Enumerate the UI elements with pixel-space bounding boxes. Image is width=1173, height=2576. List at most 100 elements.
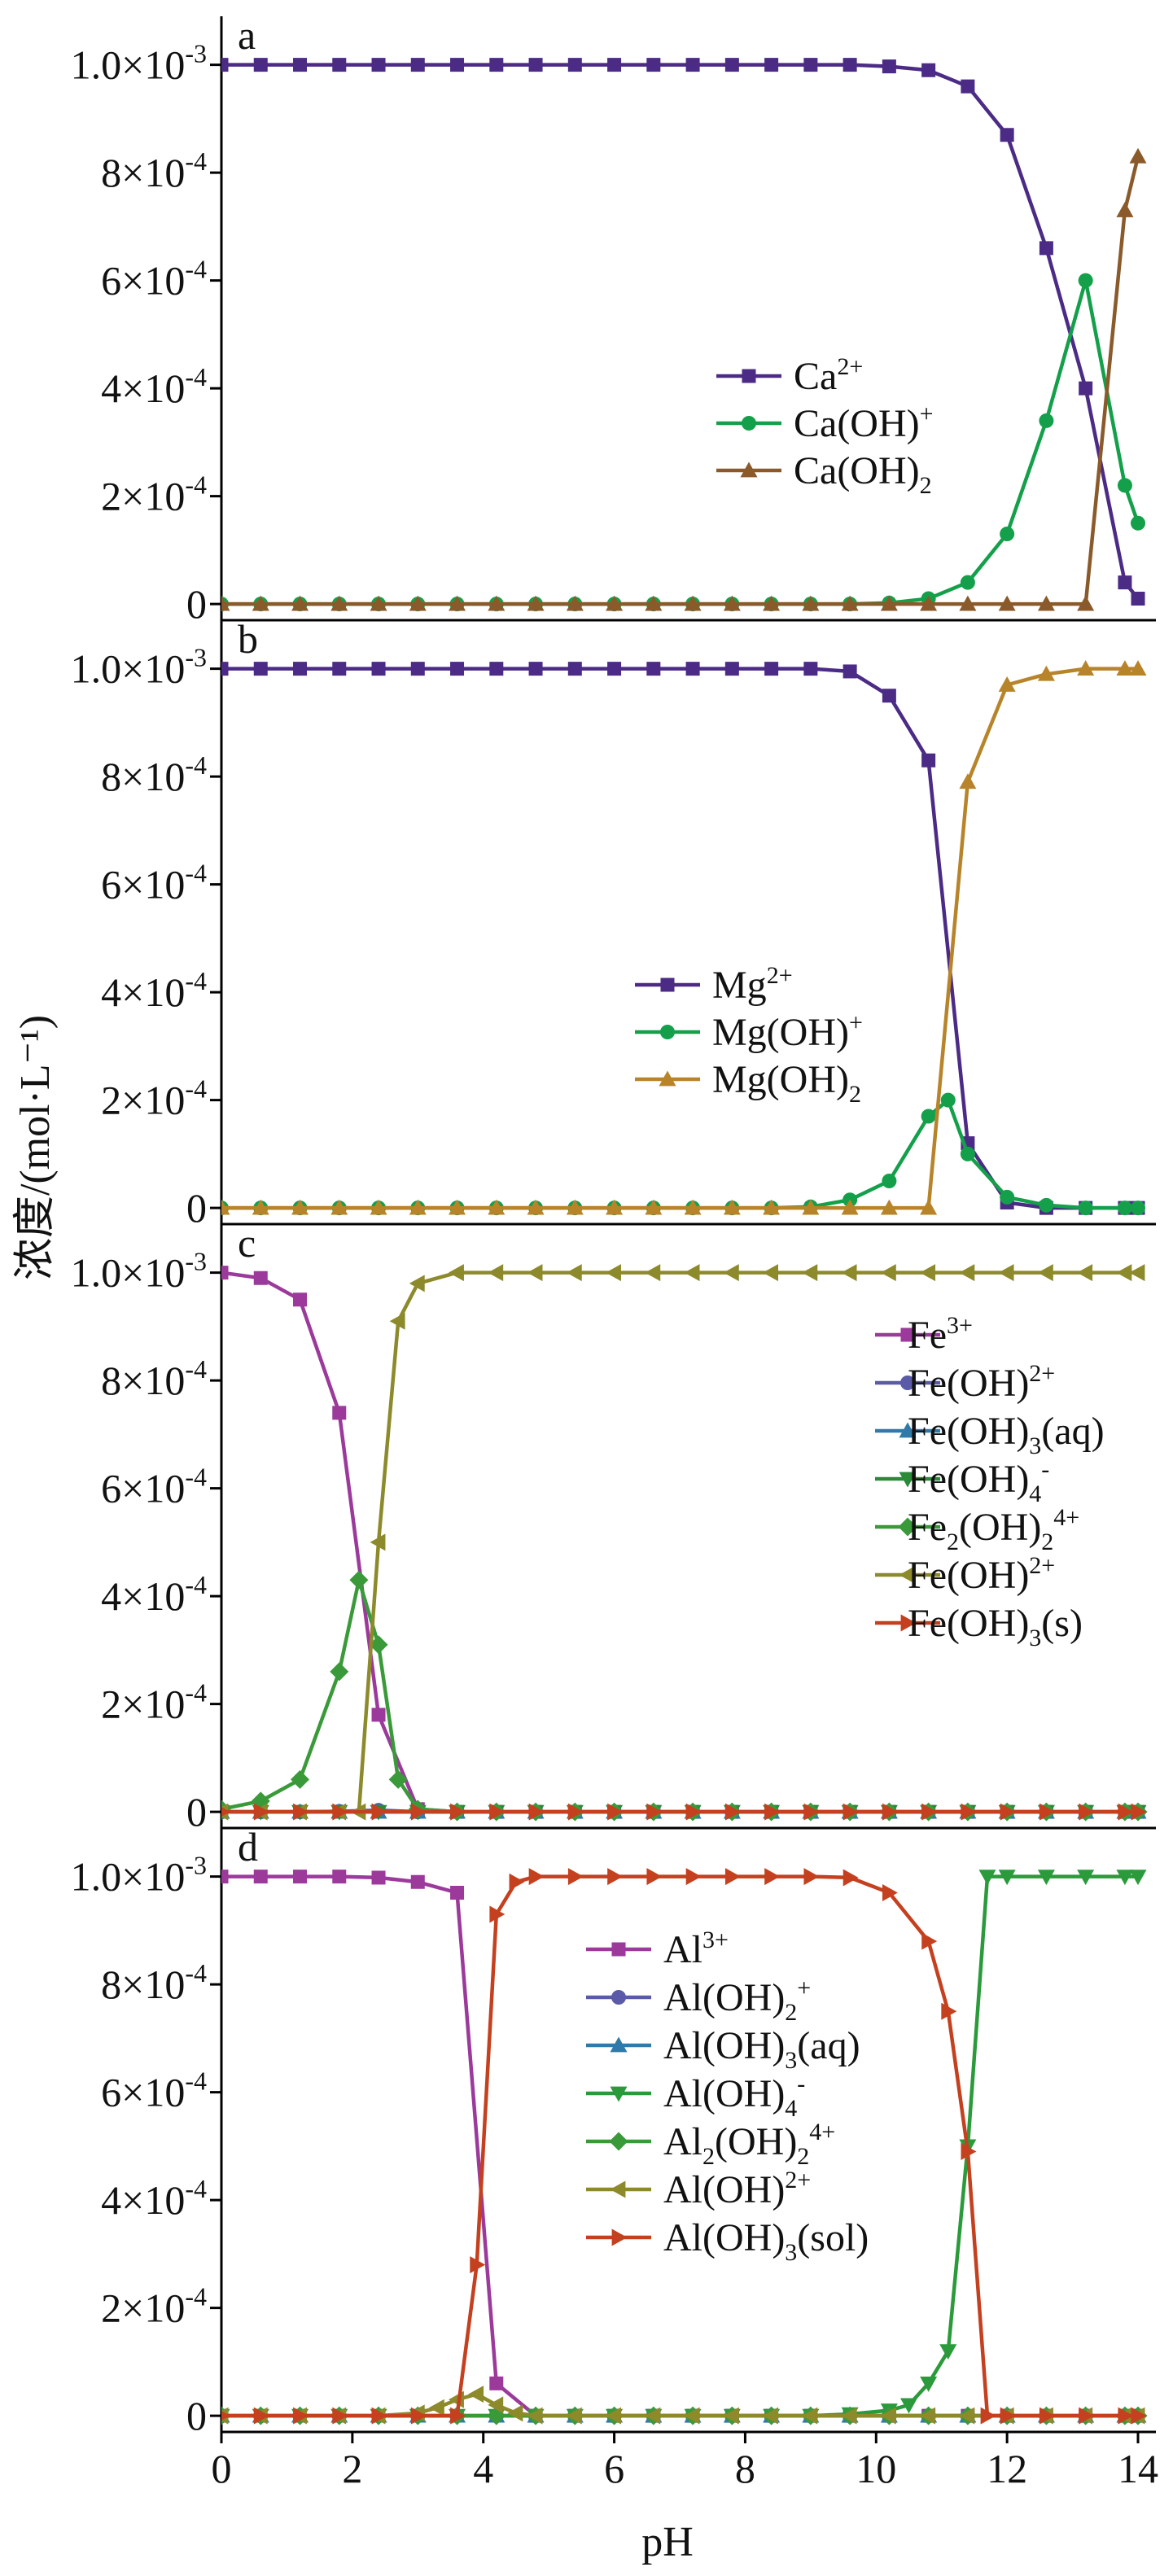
data-point	[566, 1264, 582, 1282]
data-point	[370, 1199, 387, 1215]
data-point	[684, 595, 702, 611]
data-point	[371, 662, 386, 676]
data-point	[332, 58, 347, 72]
data-point	[921, 63, 936, 77]
legend-marker	[742, 369, 756, 383]
x-tick-label: 4	[473, 2446, 493, 2491]
data-point	[921, 1932, 938, 1950]
data-point	[880, 2407, 896, 2425]
data-point	[900, 2398, 917, 2414]
data-point	[1079, 1803, 1095, 1821]
y-tick-label: 0	[186, 1185, 207, 1231]
data-point	[293, 58, 308, 72]
data-point	[978, 1870, 996, 1886]
data-point	[449, 1264, 464, 1282]
legend-marker	[660, 977, 675, 992]
data-point	[763, 595, 781, 611]
y-tick-label: 2×10-4	[101, 1074, 207, 1123]
data-point	[802, 1199, 820, 1215]
data-point	[370, 595, 387, 611]
data-point	[1131, 1201, 1145, 1216]
data-point	[959, 773, 977, 789]
series-line	[221, 63, 1140, 600]
data-point	[1116, 1870, 1134, 1886]
y-tick-label: 6×10-4	[101, 2066, 207, 2115]
data-point	[607, 1803, 624, 1821]
data-point	[221, 595, 230, 611]
data-point	[470, 2256, 486, 2274]
y-tick-label: 8×10-4	[101, 1354, 207, 1403]
data-point	[293, 1870, 308, 1884]
data-point	[1118, 575, 1132, 590]
data-point	[1077, 660, 1095, 676]
data-point	[880, 595, 898, 611]
data-point	[1000, 1189, 1015, 1205]
data-point	[1077, 1870, 1095, 1886]
data-point	[1129, 660, 1147, 676]
data-point	[410, 662, 425, 676]
data-point	[606, 595, 624, 611]
data-point	[527, 1199, 545, 1215]
data-point	[253, 2407, 269, 2425]
legend-label: Al(OH)2+	[663, 2167, 811, 2211]
legend-marker	[899, 1472, 917, 1488]
data-point	[449, 1199, 466, 1215]
legend-label: Ca(OH)+	[794, 400, 934, 445]
data-point	[1129, 147, 1147, 164]
data-point	[566, 1199, 584, 1215]
data-point	[349, 1570, 369, 1590]
data-point	[764, 58, 779, 72]
data-point	[370, 1533, 386, 1551]
data-point	[645, 1199, 663, 1215]
legend-marker	[900, 1327, 915, 1342]
legend-label: Al(OH)4-	[663, 2071, 805, 2122]
y-tick-label: 0	[186, 1789, 207, 1835]
data-point	[221, 58, 229, 72]
panel-a: a02×10-44×10-46×10-48×10-41.0×10-3Ca2+Ca…	[71, 12, 1156, 627]
data-point	[940, 1092, 956, 1108]
data-point	[920, 595, 938, 611]
data-point	[1000, 2407, 1016, 2425]
data-point	[1118, 1803, 1134, 1821]
legend-marker	[611, 1990, 626, 2005]
x-tick-label: 14	[1118, 2446, 1158, 2491]
data-point	[1116, 202, 1134, 217]
legend-marker	[611, 2228, 628, 2246]
data-point	[1116, 660, 1134, 676]
data-point	[763, 1264, 778, 1282]
legend-marker	[900, 1375, 915, 1390]
y-tick-label: 6×10-4	[101, 255, 207, 304]
data-point	[684, 2407, 700, 2425]
y-tick-label: 6×10-4	[101, 1463, 207, 1511]
y-tick-label: 1.0×10-3	[71, 1851, 207, 1900]
series-Ca(OH)+	[221, 273, 1145, 612]
data-point	[606, 2407, 621, 2425]
data-point	[527, 2407, 543, 2425]
data-point	[389, 1312, 405, 1330]
data-point	[959, 2407, 975, 2425]
y-tick-label: 8×10-4	[101, 1958, 207, 2007]
data-point	[1039, 1197, 1054, 1213]
legend-label: Mg2+	[712, 962, 793, 1007]
data-point	[291, 595, 309, 611]
legend-label: Mg(OH)2	[712, 1058, 861, 1108]
y-tick-label: 4×10-4	[101, 362, 207, 411]
data-point	[1037, 665, 1055, 681]
panel-b: b02×10-44×10-46×10-48×10-41.0×10-3Mg2+Mg…	[71, 616, 1156, 1231]
data-point	[567, 58, 582, 72]
data-point	[291, 1769, 310, 1789]
legend-marker	[899, 1422, 917, 1438]
x-tick-label: 6	[604, 2446, 624, 2491]
legend-label: Mg(OH)+	[712, 1009, 863, 1054]
data-point	[998, 676, 1016, 692]
data-point	[371, 1708, 386, 1722]
data-point	[332, 2407, 348, 2425]
data-point	[1131, 2407, 1147, 2425]
data-point	[468, 2386, 484, 2403]
data-point	[293, 1292, 308, 1307]
data-point	[959, 1264, 975, 1282]
data-point	[489, 662, 504, 676]
data-point	[1000, 527, 1015, 541]
legend-marker	[742, 416, 756, 431]
data-point	[685, 662, 700, 676]
